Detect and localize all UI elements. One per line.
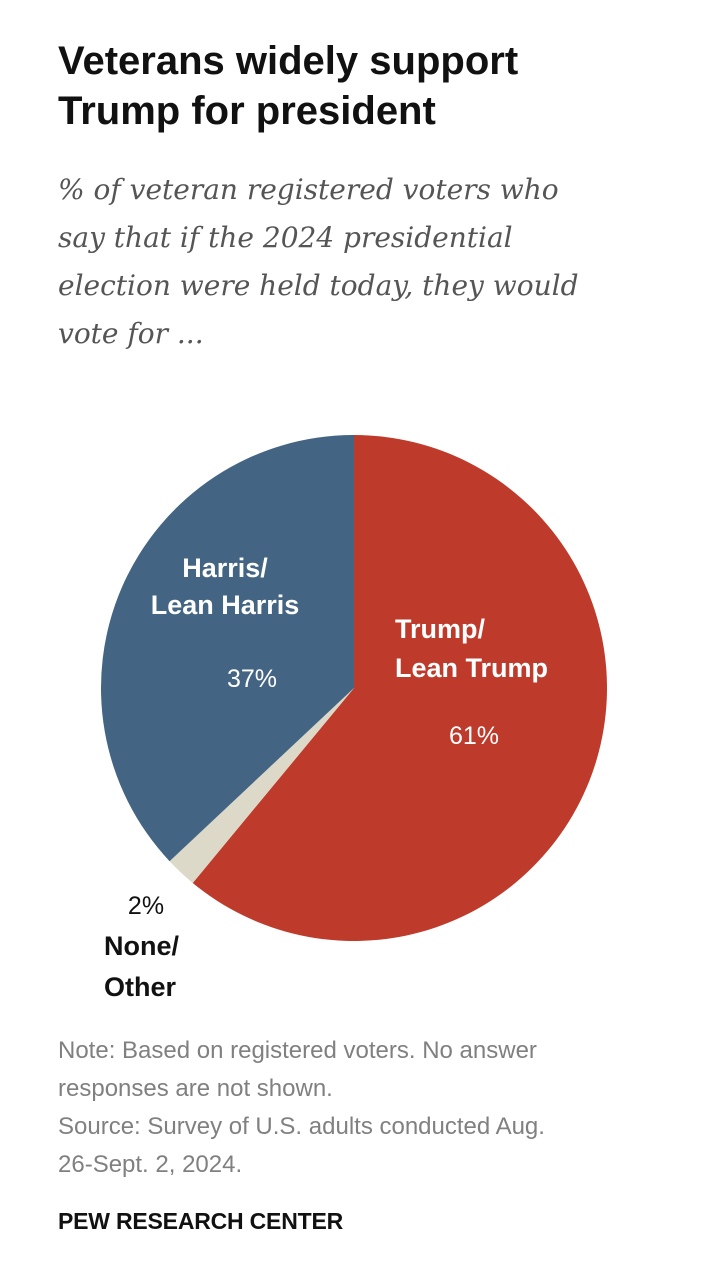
chart-title: Veterans widely support Trump for presid… <box>58 36 678 136</box>
slice-label-harris-line-1: Harris/ <box>182 553 268 583</box>
slice-label-trump-line-2: Lean Trump <box>395 653 548 683</box>
note-line-1: Note: Based on registered voters. No ans… <box>58 1037 537 1064</box>
slice-label-none-other-line-2: Other <box>104 972 177 1002</box>
source-line-1: Source: Survey of U.S. adults conducted … <box>58 1113 545 1140</box>
chart-title-line-2: Trump for president <box>58 89 436 133</box>
slice-none-other <box>169 688 354 883</box>
chart-notes: Note: Based on registered voters. No ans… <box>58 1032 698 1184</box>
chart-title-line-1: Veterans widely support <box>58 39 519 83</box>
chart-subtitle-line-2: say that if the 2024 presidential <box>58 221 513 254</box>
chart-subtitle-line-4: vote for ... <box>58 317 204 350</box>
value-label-harris: 37% <box>227 665 277 693</box>
pie-chart: Harris/ Lean Harris 37% Trump/ Lean Trum… <box>100 435 607 1002</box>
pie-slices <box>100 435 607 941</box>
source-line-2: 26-Sept. 2, 2024. <box>58 1151 243 1178</box>
brand-logo-text: PEW RESEARCH CENTER <box>58 1208 344 1234</box>
slice-label-trump: Trump/ Lean Trump <box>395 614 548 683</box>
slice-label-trump-line-1: Trump/ <box>395 614 486 644</box>
value-label-trump: 61% <box>449 722 499 750</box>
value-label-none-other: 2% <box>128 892 164 920</box>
slice-label-none-other: None/ Other <box>104 931 180 1002</box>
slice-label-harris: Harris/ Lean Harris <box>151 553 300 620</box>
slice-harris <box>100 435 354 862</box>
chart-subtitle-line-1: % of veteran registered voters who <box>58 173 559 206</box>
chart-subtitle: % of veteran registered voters who say t… <box>58 166 688 358</box>
slice-label-none-other-line-1: None/ <box>104 931 180 961</box>
chart-subtitle-line-3: election were held today, they would <box>58 269 579 302</box>
slice-label-harris-line-2: Lean Harris <box>151 590 300 620</box>
note-line-2: responses are not shown. <box>58 1075 333 1102</box>
slice-trump <box>192 435 607 941</box>
